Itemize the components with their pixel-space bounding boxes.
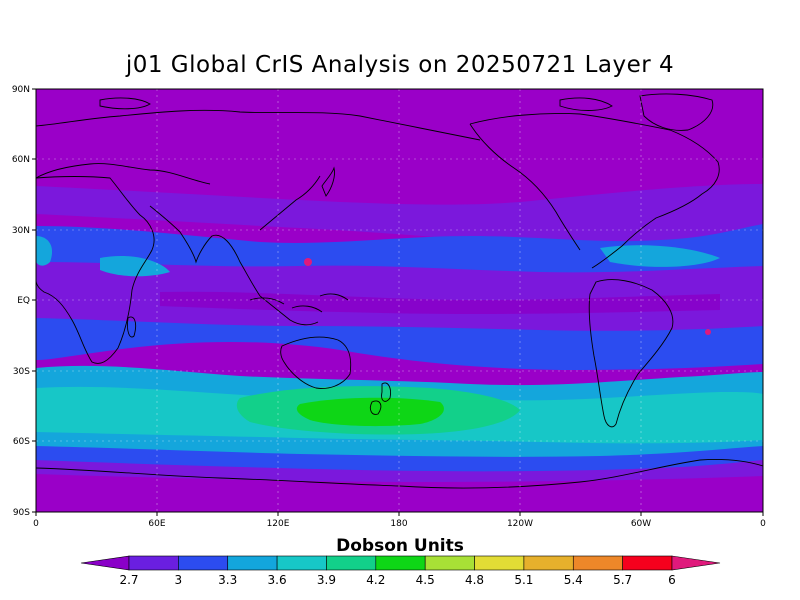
contour-patch-cyan-africa-west <box>36 236 53 266</box>
colorbar-tick-label: 3.9 <box>317 573 336 587</box>
colorbar-tick-label: 6 <box>668 573 676 587</box>
contour-band-purple-equator <box>160 291 720 314</box>
colorbar-tick-label: 3.6 <box>268 573 287 587</box>
colorbar-swatch <box>523 555 574 571</box>
grid-lines <box>36 89 763 512</box>
contour-spot-pink-east <box>705 329 711 335</box>
colorbar-title: Dobson Units <box>336 536 464 556</box>
colorbar-tick-label: 5.4 <box>564 573 583 587</box>
contour-band-bright-green <box>296 397 444 427</box>
lat-label-eq: EQ <box>17 296 30 306</box>
colorbar-swatch <box>326 555 377 571</box>
lat-axis: 90N 60N 30N EQ 30S 60S 90S <box>12 85 36 518</box>
colorbar-swatch <box>375 555 426 571</box>
colorbar-arrow-high <box>671 555 721 571</box>
contour-band-blue-antarctic <box>36 446 763 472</box>
lat-label-30n: 30N <box>12 226 30 236</box>
contour-patch-cyan-caribbean <box>600 245 720 267</box>
colorbar-tick-label: 2.7 <box>119 573 138 587</box>
contour-patch-cyan-arabia <box>100 255 170 277</box>
colorbar-swatch <box>227 555 278 571</box>
contour-band-violet-north <box>36 184 763 248</box>
lon-label-60w: 60W <box>631 519 651 529</box>
lon-label-120e: 120E <box>267 519 290 529</box>
colorbar-tick-label: 4.5 <box>416 573 435 587</box>
lat-label-60n: 60N <box>12 155 30 165</box>
lon-label-120w: 120W <box>507 519 533 529</box>
lon-label-0-end: 0 <box>760 519 766 529</box>
contour-band-violet-antarctic <box>36 460 763 482</box>
colorbar-swatch <box>276 555 327 571</box>
ozone-field <box>36 89 763 512</box>
lon-label-60e: 60E <box>148 519 165 529</box>
colorbar-tick-label: 3.3 <box>218 573 237 587</box>
lon-axis: 0 60E 120E 180 120W 60W 0 <box>33 512 766 529</box>
colorbar-arrow-low <box>80 555 130 571</box>
colorbar-tick-label: 4.2 <box>366 573 385 587</box>
contour-band-violet-equator <box>36 262 763 331</box>
colorbar-swatch <box>474 555 525 571</box>
colorbar-tick-label: 5.7 <box>613 573 632 587</box>
colorbar-swatch <box>128 555 179 571</box>
colorbar-swatch <box>622 555 673 571</box>
colorbar-swatch <box>178 555 229 571</box>
lat-label-90s: 90S <box>13 508 30 518</box>
coastlines <box>36 93 763 489</box>
colorbar-swatch <box>424 555 475 571</box>
lat-label-90n: 90N <box>12 85 30 95</box>
colorbar-swatch <box>572 555 623 571</box>
colorbar-tick-label: 4.8 <box>465 573 484 587</box>
colorbar: 2.7 3 3.3 3.6 3.9 4.2 4.5 4.8 5.1 5.4 5.7 6 <box>80 555 721 587</box>
lat-label-60s: 60S <box>13 437 30 447</box>
colorbar-tick-label: 3 <box>175 573 183 587</box>
lat-label-30s: 30S <box>13 367 30 377</box>
lon-label-180: 180 <box>390 519 407 529</box>
map-title: j01 Global CrIS Analysis on 20250721 Lay… <box>125 52 675 78</box>
contour-spot-pink <box>304 258 312 266</box>
colorbar-tick-label: 5.1 <box>514 573 533 587</box>
lon-label-0: 0 <box>33 519 39 529</box>
